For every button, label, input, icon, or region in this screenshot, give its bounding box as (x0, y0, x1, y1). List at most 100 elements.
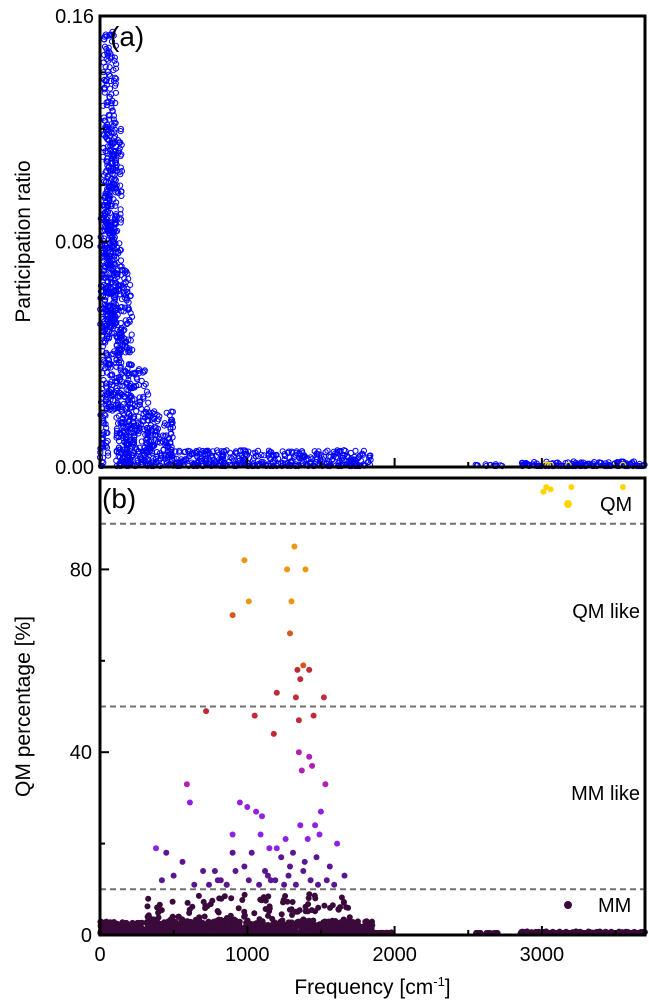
data-point (195, 892, 202, 899)
data-point (298, 454, 305, 461)
data-point (306, 666, 313, 673)
panel-b-y-tick-label: 0 (81, 925, 92, 947)
data-point (104, 187, 111, 194)
data-point (147, 915, 154, 922)
data-point (363, 922, 370, 929)
data-point (117, 182, 124, 189)
data-point (103, 76, 110, 83)
data-point (316, 921, 323, 928)
data-point (168, 916, 174, 923)
data-point (224, 915, 231, 922)
data-point (323, 877, 330, 884)
data-point (117, 125, 125, 133)
data-point (155, 435, 162, 442)
data-point (145, 895, 152, 902)
data-point (309, 922, 315, 929)
data-point (216, 895, 223, 902)
data-point (101, 194, 108, 202)
data-point (334, 450, 341, 457)
data-point (117, 446, 124, 453)
data-point (228, 455, 235, 462)
data-point (346, 914, 353, 921)
data-point (231, 916, 238, 923)
data-point (147, 422, 154, 429)
data-point (228, 895, 235, 902)
data-point (340, 916, 347, 923)
data-point (170, 455, 177, 462)
data-point (114, 399, 121, 407)
data-point (300, 662, 307, 669)
data-point (122, 317, 129, 324)
data-point (119, 415, 126, 422)
data-point (320, 694, 327, 701)
data-point (115, 393, 122, 400)
data-point (556, 928, 563, 935)
data-point (326, 863, 333, 870)
data-point (192, 916, 199, 923)
data-point (103, 178, 110, 185)
data-point (111, 139, 119, 146)
data-point (157, 923, 163, 929)
data-point (101, 76, 108, 84)
data-point (120, 308, 127, 315)
data-point (105, 356, 113, 363)
data-point (286, 920, 293, 926)
data-point (113, 280, 120, 287)
data-point (110, 924, 117, 931)
data-point (248, 849, 255, 856)
data-point (105, 224, 112, 231)
data-point (312, 908, 319, 915)
data-point (218, 459, 225, 466)
data-point (129, 920, 136, 927)
data-point (106, 333, 113, 340)
data-point (324, 447, 331, 454)
data-point (186, 799, 193, 806)
data-point (278, 911, 285, 918)
data-point (229, 831, 236, 838)
data-point (143, 425, 150, 432)
data-point (168, 443, 175, 450)
data-point (133, 408, 140, 415)
data-point (540, 488, 547, 495)
panel-b-y-tick-label: 80 (70, 559, 92, 581)
data-point (298, 918, 305, 924)
data-point (105, 191, 112, 198)
data-point (192, 923, 199, 930)
data-point (144, 903, 151, 910)
data-point (245, 877, 252, 884)
data-point (141, 444, 148, 451)
data-point (116, 214, 123, 221)
data-point (329, 917, 336, 924)
data-point (113, 61, 120, 68)
data-point (113, 75, 120, 82)
data-point (360, 447, 367, 454)
data-point (156, 450, 163, 457)
data-point (123, 295, 131, 302)
data-point (290, 928, 297, 935)
data-point (252, 449, 259, 456)
data-point (118, 266, 125, 274)
data-point (273, 845, 280, 852)
data-point (109, 244, 116, 251)
data-point (136, 427, 143, 434)
threshold-lines (100, 522, 645, 891)
panel-b-label: (b) (102, 483, 136, 514)
data-point (108, 38, 116, 45)
data-point (105, 111, 112, 119)
data-point (108, 165, 115, 172)
data-point (127, 310, 134, 317)
data-point (117, 128, 124, 135)
data-point (104, 148, 111, 155)
data-point (172, 448, 179, 455)
data-point (124, 270, 131, 277)
data-point (265, 912, 271, 919)
data-point (108, 139, 115, 146)
data-point (244, 804, 251, 810)
data-point (162, 452, 169, 459)
data-point (113, 414, 120, 421)
data-point (167, 426, 174, 433)
data-point (106, 303, 114, 310)
data-point (217, 458, 224, 465)
data-point (111, 126, 118, 133)
data-point (265, 452, 272, 459)
